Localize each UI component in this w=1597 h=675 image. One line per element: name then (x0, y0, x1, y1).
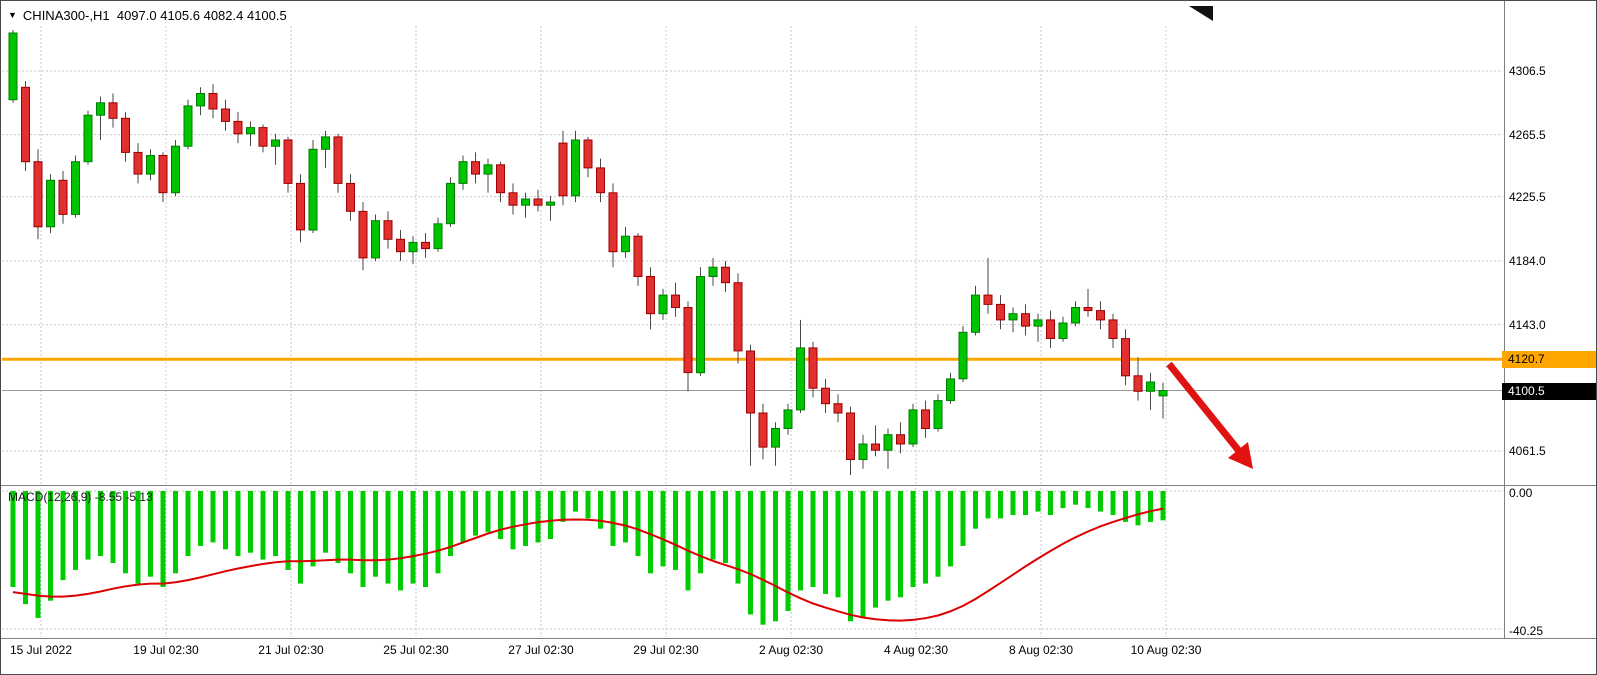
time-axis-label: 25 Jul 02:30 (383, 643, 449, 657)
time-axis-label: 27 Jul 02:30 (508, 643, 574, 657)
price-axis-label: 4306.5 (1509, 64, 1546, 78)
time-axis[interactable]: 15 Jul 2022 19 Jul 02:30 21 Jul 02:30 25 Ju… (1, 640, 1596, 674)
grid-lines (2, 26, 1503, 637)
symbol-dropdown-icon[interactable]: ▼ (8, 10, 17, 20)
symbol-ohlc-text: CHINA300-,H1 4097.0 4105.6 4082.4 4100.5 (22, 8, 287, 23)
current-price-badge: 4100.5 (1502, 383, 1596, 400)
price-axis-label: 4061.5 (1509, 444, 1546, 458)
time-axis-label: 19 Jul 02:30 (133, 643, 199, 657)
time-axis-label: 21 Jul 02:30 (258, 643, 324, 657)
time-axis-label: 29 Jul 02:30 (633, 643, 699, 657)
time-axis-label: 15 Jul 2022 (9, 643, 73, 657)
macd-axis-label: 0.00 (1509, 486, 1533, 500)
time-axis-label: 8 Aug 02:30 (1008, 643, 1074, 657)
hline-price-badge: 4120.7 (1502, 351, 1596, 368)
price-axis-label: 4265.5 (1509, 128, 1546, 142)
candles (8, 29, 1168, 475)
time-axis-label: 10 Aug 02:30 (1130, 643, 1202, 657)
chart-header: ▼ CHINA300-,H1 4097.0 4105.6 4082.4 4100… (8, 8, 287, 23)
price-axis-label: 4225.5 (1509, 190, 1546, 204)
macd-axis-label: -40.25 (1509, 624, 1544, 638)
price-axis[interactable]: 4120.7 4100.5 4306.5 4265.5 4225.5 4184.0 41… (1502, 1, 1596, 638)
price-axis-label: 4143.0 (1509, 318, 1546, 332)
red-down-arrow[interactable] (1166, 361, 1253, 469)
panel-separators[interactable] (1, 1, 1597, 639)
macd-signal-line (12, 507, 1164, 622)
time-axis-label: 2 Aug 02:30 (758, 643, 824, 657)
shift-marker-icon (1189, 6, 1213, 21)
macd-histogram (10, 491, 1166, 625)
time-axis-label: 4 Aug 02:30 (883, 643, 949, 657)
macd-indicator-label: MACD(12,26,9) -8.55 -5.13 (8, 490, 153, 504)
price-axis-label: 4184.0 (1509, 254, 1546, 268)
